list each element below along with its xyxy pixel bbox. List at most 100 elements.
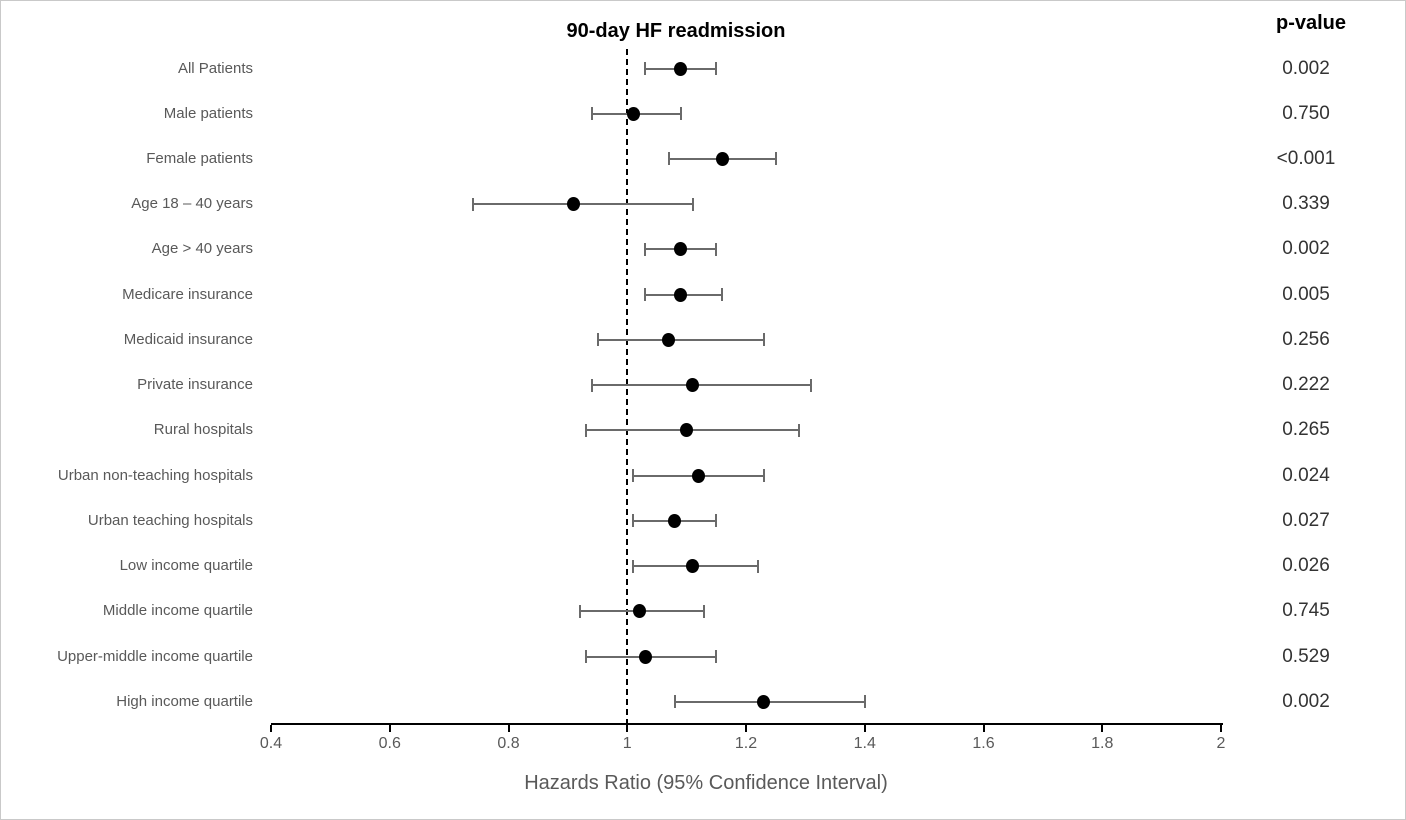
row-label: Female patients <box>146 149 253 167</box>
x-tick <box>507 725 510 732</box>
p-value: 0.750 <box>1282 102 1330 124</box>
row-label: Age 18 – 40 years <box>131 195 253 213</box>
x-tick-label: 0.8 <box>497 735 520 752</box>
x-axis-line <box>271 723 1223 725</box>
pvalue-column-header: p-value <box>1275 12 1347 34</box>
chart-title: 90-day HF readmission <box>566 20 786 42</box>
p-value: 0.027 <box>1282 509 1330 531</box>
ci-cap-right <box>679 107 682 121</box>
p-value: 0.026 <box>1282 555 1330 577</box>
hr-marker <box>626 106 640 121</box>
ci-cap-right <box>703 604 706 618</box>
hr-marker <box>638 649 652 664</box>
ci-cap-left <box>578 604 581 618</box>
hr-marker <box>680 423 694 438</box>
ci-cap-right <box>715 62 718 75</box>
ci-cap-left <box>644 242 647 256</box>
ci-cap-left <box>632 514 635 528</box>
ci-cap-right <box>715 242 718 256</box>
ci-bar <box>472 203 693 206</box>
p-value: 0.256 <box>1282 328 1330 350</box>
p-value: 0.745 <box>1282 600 1330 622</box>
ci-cap-left <box>673 695 676 709</box>
ci-cap-right <box>756 559 759 573</box>
ci-cap-left <box>632 559 635 573</box>
x-tick <box>982 725 985 732</box>
row-label: Middle income quartile <box>102 602 253 620</box>
row-label: All Patients <box>177 59 253 77</box>
ci-cap-right <box>798 423 801 437</box>
row-label: Urban teaching hospitals <box>87 511 253 529</box>
ci-cap-right <box>691 197 694 211</box>
ci-cap-left <box>590 378 593 392</box>
ci-cap-right <box>810 378 813 392</box>
x-tick <box>1101 725 1104 732</box>
hr-marker <box>686 559 700 574</box>
x-tick <box>745 725 747 732</box>
row-label: High income quartile <box>116 692 253 710</box>
hr-marker <box>686 378 700 393</box>
x-tick-label: 2 <box>1216 735 1226 752</box>
x-tick <box>1220 725 1222 732</box>
ci-cap-right <box>715 514 718 528</box>
x-tick-label: 1 <box>622 735 632 752</box>
p-value: 0.005 <box>1282 283 1330 305</box>
ci-cap-right <box>715 650 718 664</box>
hr-marker <box>674 61 688 76</box>
hr-marker <box>692 468 705 483</box>
ci-cap-left <box>644 62 647 75</box>
row-label: Medicare insurance <box>122 285 253 303</box>
x-tick <box>388 725 391 732</box>
row-label: Upper-middle income quartile <box>57 647 253 665</box>
x-tick-label: 0.6 <box>378 735 401 752</box>
x-tick-label: 1.4 <box>853 735 876 752</box>
hr-marker <box>715 151 729 166</box>
ci-cap-right <box>721 288 724 302</box>
hr-marker <box>674 242 688 257</box>
ci-cap-left <box>590 107 593 121</box>
ci-cap-right <box>762 333 765 347</box>
p-value: 0.222 <box>1282 374 1330 396</box>
ci-cap-right <box>774 152 777 166</box>
p-value: 0.024 <box>1282 464 1330 486</box>
p-value: 0.002 <box>1282 690 1330 712</box>
row-label: Male patients <box>163 104 253 122</box>
x-tick-label: 1.2 <box>734 735 758 752</box>
hr-marker <box>674 287 688 302</box>
row-label: Urban non-teaching hospitals <box>57 466 253 484</box>
ci-cap-right <box>762 469 765 483</box>
p-value: 0.002 <box>1282 238 1330 260</box>
x-tick <box>626 725 629 732</box>
ci-cap-left <box>471 197 474 211</box>
x-tick-label: 1.6 <box>972 735 995 752</box>
ci-cap-left <box>644 288 647 302</box>
hr-marker <box>662 332 676 347</box>
p-value: 0.339 <box>1282 193 1330 215</box>
p-value: 0.265 <box>1282 419 1330 441</box>
x-tick-label: 1.8 <box>1091 735 1114 752</box>
ci-cap-right <box>863 695 866 709</box>
row-label: Medicaid insurance <box>123 330 253 348</box>
p-value: <0.001 <box>1276 147 1336 169</box>
x-tick <box>270 725 272 732</box>
hr-marker <box>632 604 646 619</box>
x-tick-label: 0.4 <box>259 735 283 752</box>
ci-cap-left <box>632 469 635 483</box>
hr-marker <box>757 694 771 709</box>
p-value: 0.529 <box>1282 645 1330 667</box>
hr-marker <box>668 513 682 528</box>
ci-bar <box>591 384 812 387</box>
p-value: 0.002 <box>1282 57 1330 79</box>
row-label: Rural hospitals <box>153 421 253 439</box>
hr-marker <box>567 197 581 212</box>
ci-cap-left <box>584 423 587 437</box>
x-tick <box>863 725 866 732</box>
ci-cap-left <box>584 650 587 664</box>
row-label: Age > 40 years <box>151 240 253 258</box>
ci-bar <box>597 338 764 341</box>
ci-cap-left <box>596 333 599 347</box>
ci-cap-left <box>667 152 670 166</box>
row-label: Low income quartile <box>119 557 253 575</box>
